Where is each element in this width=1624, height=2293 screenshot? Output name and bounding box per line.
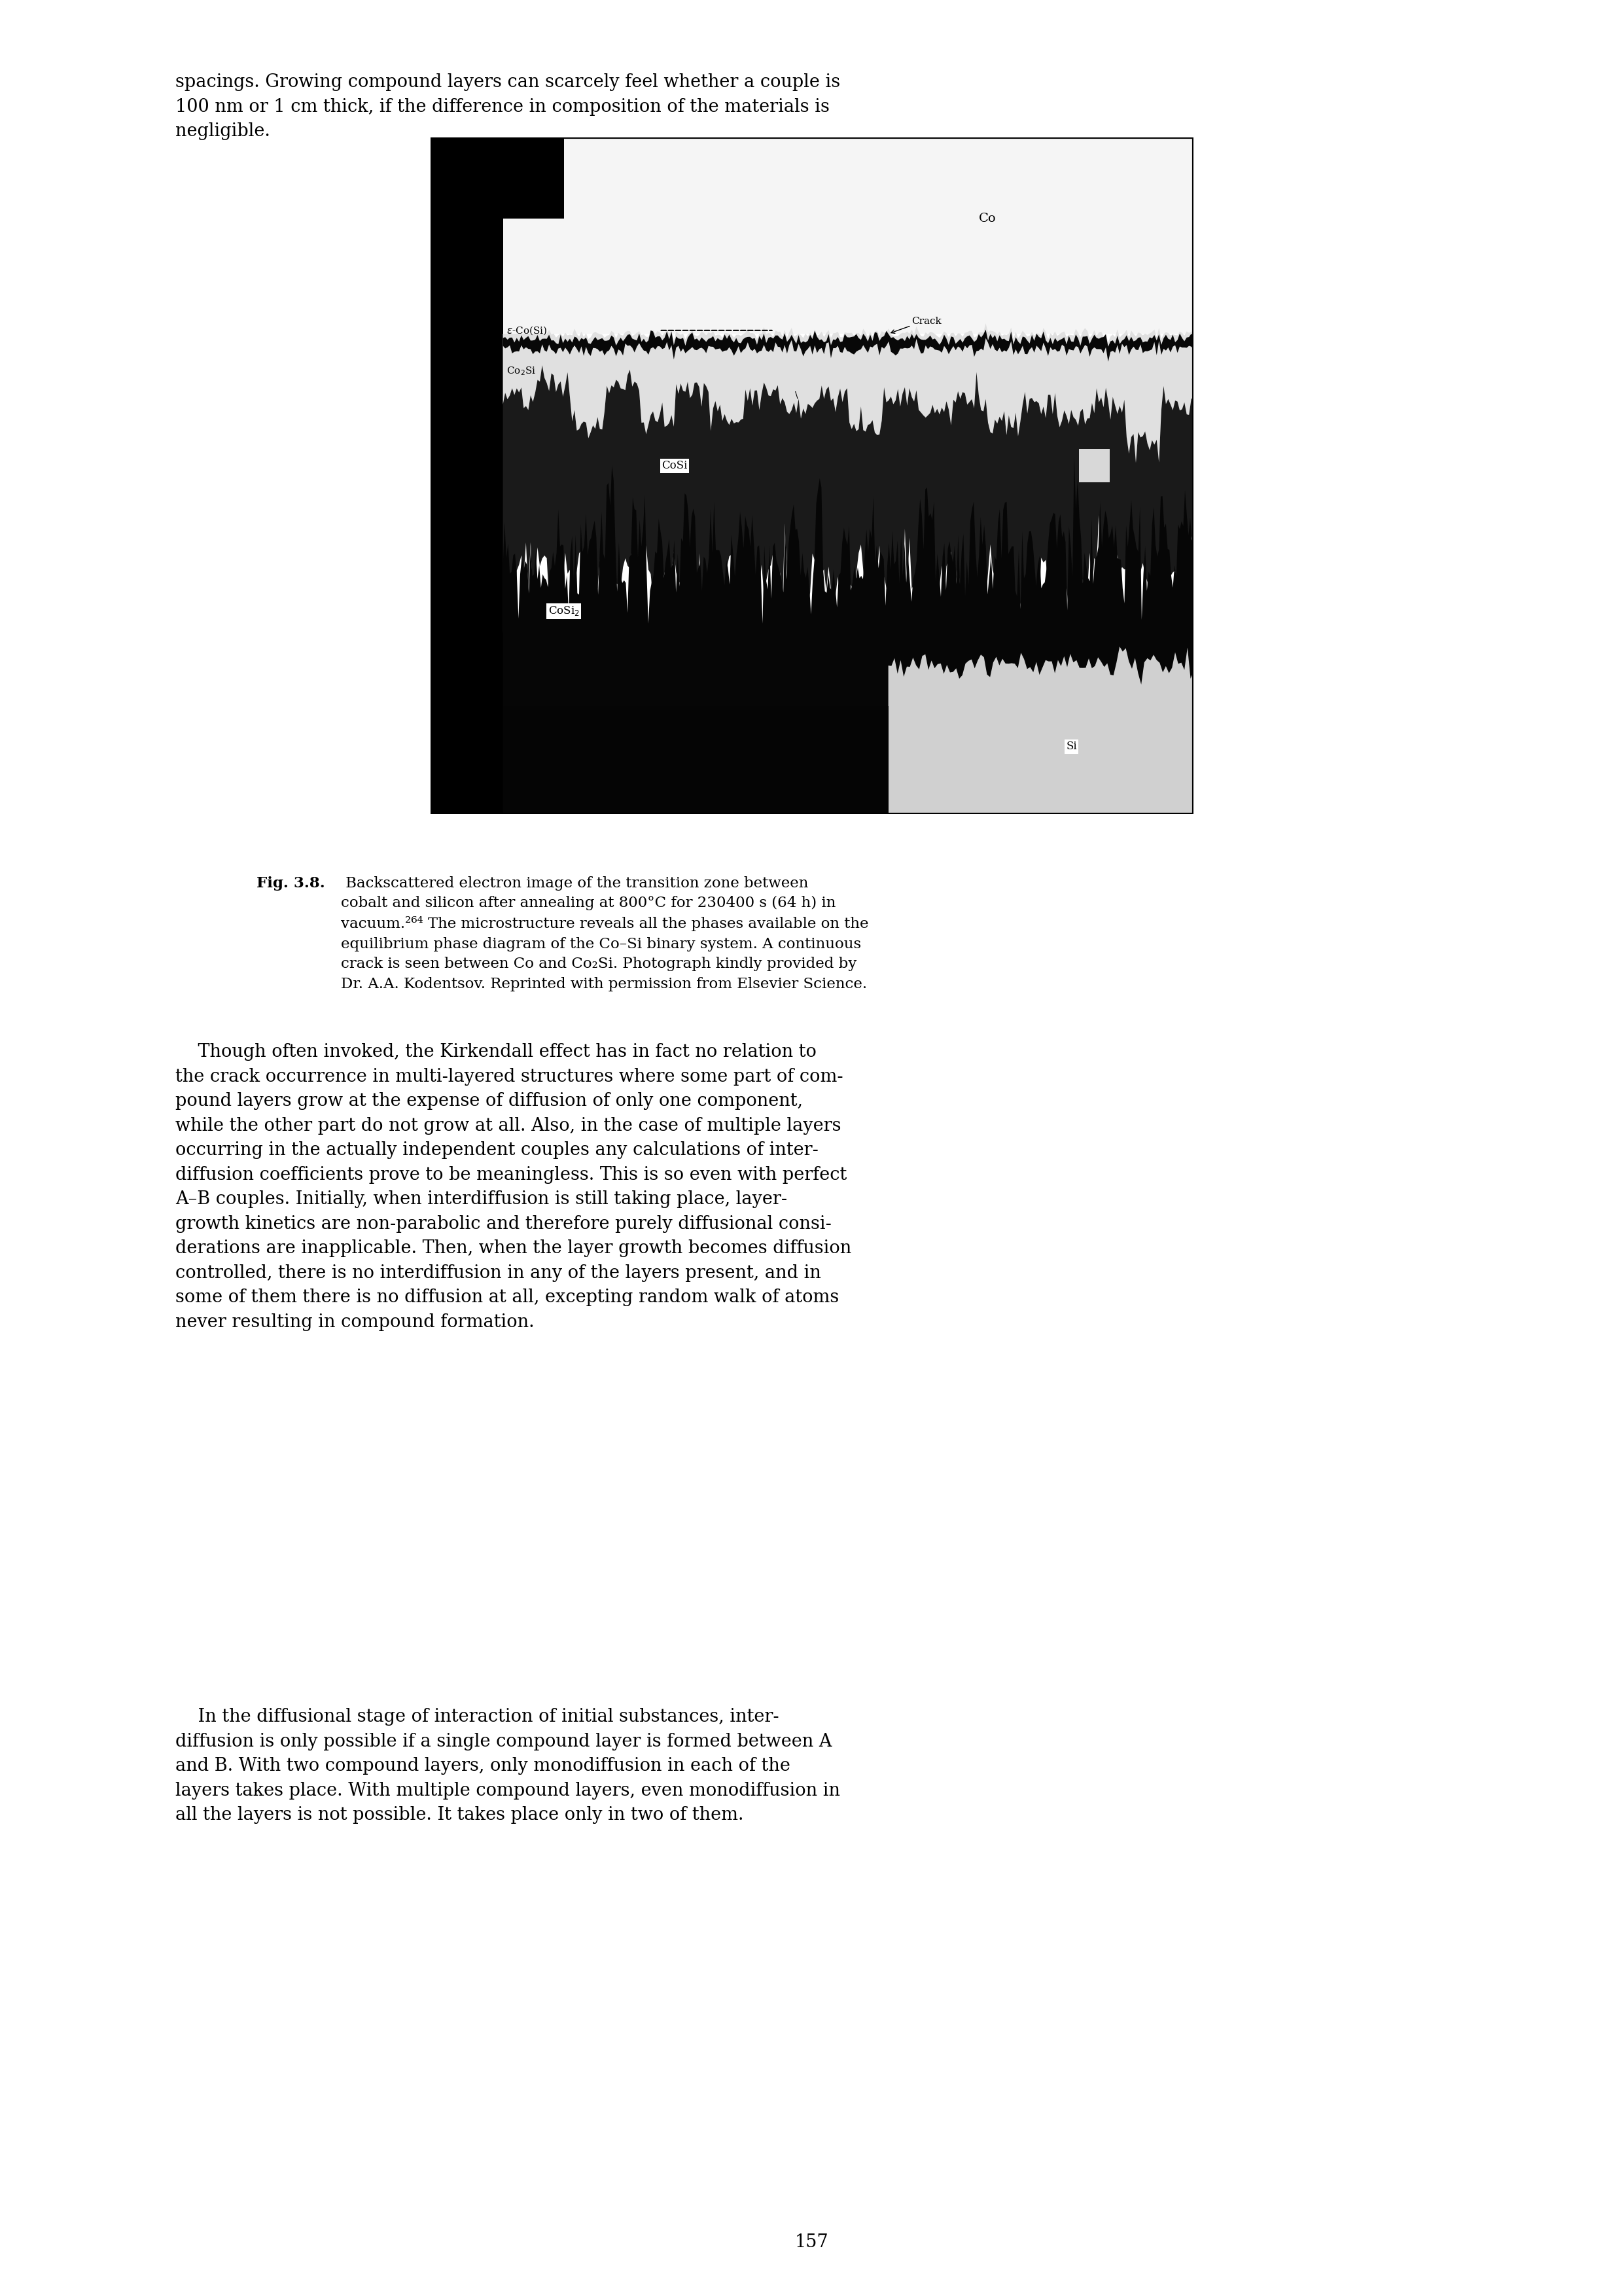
Text: CoSi: CoSi: [661, 461, 687, 472]
Polygon shape: [888, 647, 1194, 814]
Bar: [503, 138, 564, 218]
Polygon shape: [503, 330, 1194, 362]
Text: $\varepsilon$-Co(Si): $\varepsilon$-Co(Si): [507, 326, 547, 337]
Text: Co$_2$Si: Co$_2$Si: [507, 365, 536, 376]
Text: Co: Co: [979, 213, 996, 225]
Text: Si: Si: [1065, 741, 1077, 752]
Text: In the diffusional stage of interaction of initial substances, inter-
diffusion : In the diffusional stage of interaction …: [175, 1708, 840, 1825]
Text: CoSi$_2$: CoSi$_2$: [549, 605, 580, 617]
Text: Crack: Crack: [911, 316, 942, 326]
Bar: [1078, 449, 1109, 482]
Polygon shape: [503, 323, 1194, 463]
Text: spacings. Growing compound layers can scarcely feel whether a couple is
100 nm o: spacings. Growing compound layers can sc…: [175, 73, 840, 140]
Text: $\backslash$: $\backslash$: [794, 390, 799, 399]
Text: Fig. 3.8.: Fig. 3.8.: [257, 876, 325, 890]
Polygon shape: [503, 456, 1194, 814]
Text: Though often invoked, the Kirkendall effect has in fact no relation to
the crack: Though often invoked, the Kirkendall eff…: [175, 1043, 851, 1330]
Polygon shape: [503, 138, 1194, 335]
Polygon shape: [503, 365, 1194, 644]
Bar: [503, 706, 888, 814]
Text: 157: 157: [796, 2233, 828, 2252]
Bar: [430, 138, 503, 814]
Text: Backscattered electron image of the transition zone between
cobalt and silicon a: Backscattered electron image of the tran…: [341, 876, 869, 991]
